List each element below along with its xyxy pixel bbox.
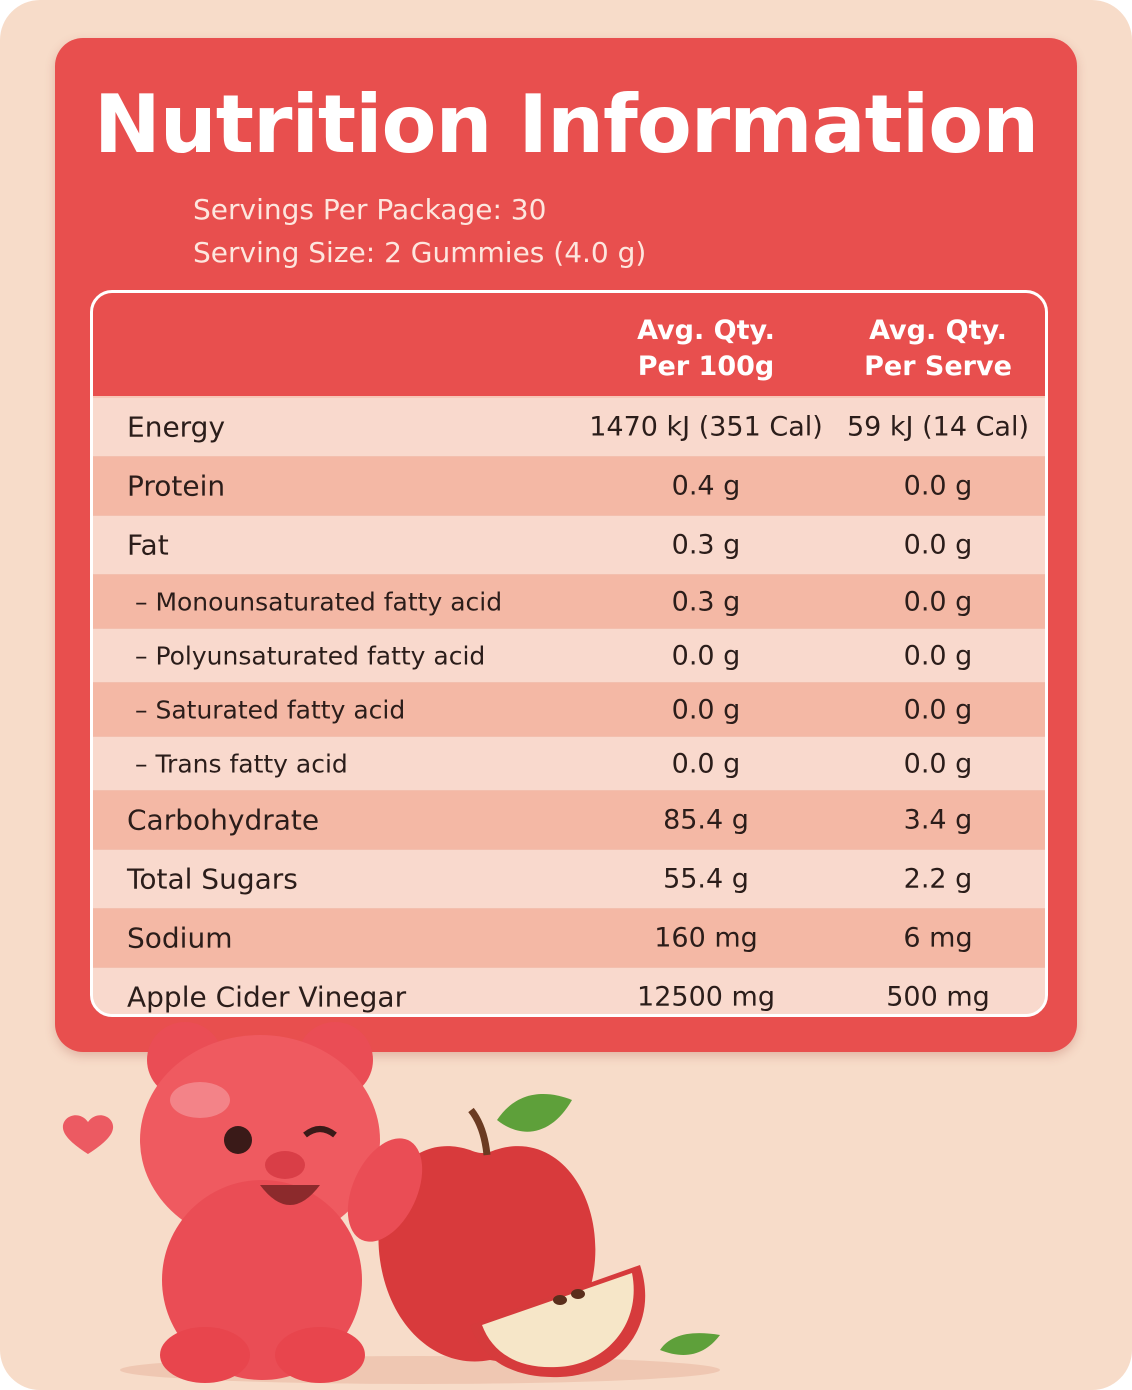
per-serve-value: 6 mg bbox=[903, 922, 973, 954]
nutrient-name: – Monounsaturated fatty acid bbox=[135, 587, 503, 616]
per-serve-value: 0.0 g bbox=[903, 640, 973, 671]
serving-size: Serving Size: 2 Gummies (4.0 g) bbox=[193, 236, 647, 269]
table-row: Total Sugars 55.4 g 2.2 g bbox=[93, 850, 1045, 909]
nutrient-name: – Trans fatty acid bbox=[135, 749, 348, 778]
per-100g-value: 55.4 g bbox=[663, 863, 749, 895]
per-100g-value: 160 mg bbox=[654, 922, 758, 954]
nutrient-name: Protein bbox=[127, 469, 226, 503]
table-row: – Saturated fatty acid 0.0 g 0.0 g bbox=[93, 683, 1045, 737]
table-row: Energy 1470 kJ (351 Cal) 59 kJ (14 Cal) bbox=[93, 398, 1045, 457]
nutrition-table: Avg. Qty. Per 100g Avg. Qty. Per Serve E… bbox=[90, 290, 1048, 1017]
nutrient-name: Fat bbox=[127, 528, 169, 562]
per-100g-value: 0.0 g bbox=[671, 748, 741, 779]
table-body: Energy 1470 kJ (351 Cal) 59 kJ (14 Cal) Pro… bbox=[93, 398, 1045, 1014]
table-header: Avg. Qty. Per 100g Avg. Qty. Per Serve bbox=[93, 293, 1045, 398]
per-100g-value: 1470 kJ (351 Cal) bbox=[589, 411, 823, 443]
servings-per-package: Servings Per Package: 30 bbox=[193, 193, 547, 226]
heart bbox=[62, 1115, 114, 1154]
nutrient-name: Total Sugars bbox=[127, 862, 298, 896]
table-row: – Trans fatty acid 0.0 g 0.0 g bbox=[93, 737, 1045, 791]
per-100g-value: 0.0 g bbox=[671, 694, 741, 725]
nutrient-name: – Polyunsaturated fatty acid bbox=[135, 641, 486, 670]
nutrient-name: Apple Cider Vinegar bbox=[127, 980, 407, 1014]
header-cell: Avg. Qty. Per Serve bbox=[818, 313, 1045, 385]
nutrient-name: Carbohydrate bbox=[127, 803, 320, 837]
header-line: Per 100g bbox=[637, 351, 775, 382]
per-serve-value: 500 mg bbox=[886, 981, 990, 1013]
per-serve-value: 2.2 g bbox=[903, 863, 973, 895]
nutrient-name: Energy bbox=[127, 410, 226, 444]
per-serve-value: 0.0 g bbox=[903, 470, 973, 502]
header-line: Avg. Qty. bbox=[637, 315, 775, 346]
per-100g-value: 0.4 g bbox=[671, 470, 741, 502]
per-100g-value: 12500 mg bbox=[637, 981, 775, 1013]
nutrient-name: Sodium bbox=[127, 921, 233, 955]
illustration bbox=[62, 1022, 720, 1384]
table-row: Fat 0.3 g 0.0 g bbox=[93, 516, 1045, 575]
per-serve-value: 0.0 g bbox=[903, 586, 973, 617]
per-100g-value: 0.3 g bbox=[671, 586, 741, 617]
table-row: Apple Cider Vinegar 12500 mg 500 mg bbox=[93, 968, 1045, 1014]
table-row: Sodium 160 mg 6 mg bbox=[93, 909, 1045, 968]
nutrient-name: – Saturated fatty acid bbox=[135, 695, 406, 724]
per-100g-value: 0.0 g bbox=[671, 640, 741, 671]
per-serve-value: 3.4 g bbox=[903, 804, 973, 836]
per-serve-value: 59 kJ (14 Cal) bbox=[846, 411, 1030, 443]
gummy-bear bbox=[140, 1022, 423, 1383]
header-cell: Avg. Qty. Per 100g bbox=[586, 313, 826, 385]
title: Nutrition Information bbox=[93, 78, 1039, 171]
table-row: Protein 0.4 g 0.0 g bbox=[93, 457, 1045, 516]
table-row: – Monounsaturated fatty acid 0.3 g 0.0 g bbox=[93, 575, 1045, 629]
apple bbox=[378, 1094, 720, 1378]
per-serve-value: 0.0 g bbox=[903, 748, 973, 779]
header-line: Per Serve bbox=[864, 351, 1012, 382]
per-serve-value: 0.0 g bbox=[903, 529, 973, 561]
per-100g-value: 0.3 g bbox=[671, 529, 741, 561]
header-line: Avg. Qty. bbox=[869, 315, 1007, 346]
per-100g-value: 85.4 g bbox=[663, 804, 749, 836]
table-row: – Polyunsaturated fatty acid 0.0 g 0.0 g bbox=[93, 629, 1045, 683]
table-row: Carbohydrate 85.4 g 3.4 g bbox=[93, 791, 1045, 850]
per-serve-value: 0.0 g bbox=[903, 694, 973, 725]
